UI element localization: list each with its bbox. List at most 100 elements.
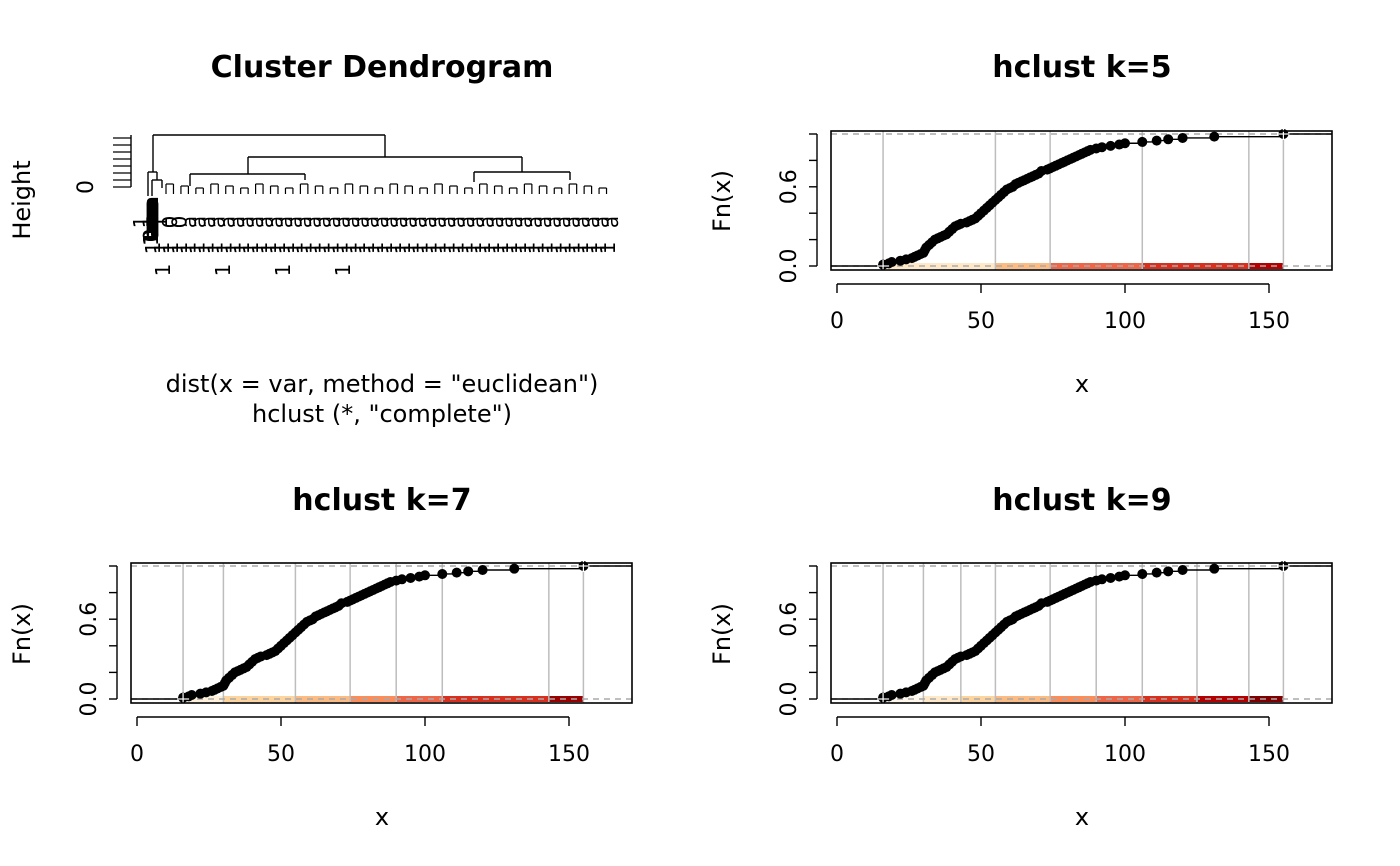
dendrogram-leaf-label: a — [330, 216, 354, 228]
dendrogram-leaf-label: 1 — [311, 242, 335, 255]
dendrogram-leaf-label: a — [359, 216, 383, 228]
panel-k7-plot: 0 50 100 150 0.0 0.6 — [77, 560, 633, 767]
panel-k5-x-label: x — [1075, 370, 1089, 398]
dendrogram-leaf-label: a — [589, 216, 613, 228]
dendrogram-leaf-label: a — [465, 216, 489, 228]
y-tick-label: 0.6 — [77, 602, 102, 637]
x-tick-label: 150 — [1248, 309, 1290, 334]
dendrogram-leaf-label: 1 — [587, 242, 611, 255]
dendrogram-leaf-label: 1 — [177, 242, 201, 255]
dendrogram-leaf-label: 1 — [221, 242, 245, 255]
ecdf-point — [1151, 135, 1162, 146]
dendrogram-leaf-label: 1 — [319, 242, 343, 255]
plot-frame — [130, 562, 633, 704]
dendrogram-leaf-label: 1 — [148, 216, 172, 229]
ecdf-point — [1137, 136, 1148, 147]
dendrogram-leaf-label: a — [225, 216, 249, 228]
dendrogram-leaf-label: a — [446, 216, 470, 228]
y-tick-label: 0.0 — [777, 682, 802, 717]
ecdf-point — [1151, 567, 1162, 578]
ecdf-point — [1120, 570, 1130, 581]
dendrogram-leaf-label: a — [561, 216, 585, 228]
dendrogram-leaf-label: 0 — [158, 216, 182, 229]
dendrogram-leaf-label: 1 — [284, 242, 308, 255]
panel-k7-y-label: Fn(x) — [8, 603, 36, 665]
dendrogram-leaf-label: a — [513, 216, 537, 228]
dendrogram-leaf-label: 1 — [257, 242, 281, 255]
dendrogram-leaf-label: 1 — [382, 242, 406, 255]
dendrogram-leaf-label: 1 — [346, 242, 370, 255]
dendrogram-leaf-label: a — [321, 216, 345, 228]
dendrogram-leaf-label: a — [244, 216, 268, 228]
dendrogram-leaf-label: a — [302, 216, 326, 228]
panel-k9-x-label: x — [1075, 803, 1089, 831]
dendrogram-leaf-label: 1 — [266, 242, 290, 255]
dendrogram-leaf-label: a — [350, 216, 374, 228]
ecdf-point — [1137, 568, 1148, 579]
dendrogram-leaf-label: 1 — [159, 242, 183, 255]
dendrogram-leaf-label: 1 — [534, 242, 558, 255]
dendrogram-leaf-label: 1 — [355, 242, 379, 255]
class-interval-bar — [883, 263, 996, 269]
dendrogram-leaf-label: 1 — [212, 242, 236, 255]
panel-k7-title: hclust k=7 — [292, 483, 471, 518]
ecdf-point — [420, 570, 430, 581]
dendrogram-leaf-label: a — [283, 216, 307, 228]
dendrogram-y-tick-label: 0 — [74, 180, 99, 194]
x-tick-label: 100 — [1104, 309, 1146, 334]
ecdf-point — [186, 690, 197, 701]
dendrogram-leaf-label: 1 — [364, 242, 388, 255]
dendrogram-leaf-label: a — [503, 216, 527, 228]
dendrogram-leaf-label: 1 — [444, 242, 468, 255]
ecdf-point — [509, 563, 520, 574]
dendrogram-leaf-label: 1 — [337, 242, 361, 255]
dendrogram-leaf-label: a — [254, 216, 278, 228]
ecdf-point — [1177, 132, 1188, 143]
dendrogram-leaf-label: 1 — [578, 242, 602, 255]
dendrogram-leaf-label: 1 — [328, 242, 352, 255]
dendrogram-leaf-label: a — [532, 216, 556, 228]
panel-k5-title: hclust k=5 — [992, 50, 1171, 85]
dendrogram-leaf-label: 1 — [507, 242, 531, 255]
dendrogram-y-ticks — [113, 137, 131, 188]
dendrogram-leaf-label: 1 — [471, 242, 495, 255]
plot-frame — [830, 562, 1333, 704]
dendrogram-small-merges — [165, 183, 608, 194]
dendrogram-title: Cluster Dendrogram — [211, 50, 554, 85]
dendrogram-leaf-label: a — [196, 216, 220, 228]
ecdf-point — [451, 567, 462, 578]
y-tick-label: 0.6 — [777, 602, 802, 637]
dendrogram-leaf-label: 1 — [275, 242, 299, 255]
dendrogram-leaf-label: a — [311, 216, 335, 228]
ecdf-point — [1209, 131, 1220, 142]
plot-frame — [830, 130, 1333, 271]
dendrogram-sub-line1: dist(x = var, method = "euclidean") — [166, 370, 599, 398]
x-tick-label: 100 — [1104, 742, 1146, 767]
dendrogram-leaf-label: 1 — [596, 242, 620, 255]
y-tick-label: 0.0 — [777, 249, 802, 284]
dendrogram-leaf-label: 1 — [204, 242, 228, 255]
dendrogram-leaf-label: 1 — [569, 242, 593, 255]
class-interval-bar — [183, 696, 224, 702]
dendrogram-leaf-label: 1 — [498, 242, 522, 255]
dendrogram-leaf-label: 1 — [373, 242, 397, 255]
dendrogram-leaf-label: 1 — [239, 242, 263, 255]
dendrogram-sub-line2: hclust (*, "complete") — [252, 400, 512, 428]
dendrogram-leaf-label: 1 — [129, 216, 153, 229]
dendrogram-leaf-label: a — [378, 216, 402, 228]
dendrogram-leaf-label: a — [369, 216, 393, 228]
x-tick-label: 0 — [130, 742, 144, 767]
dendrogram-leaf-label: a — [273, 216, 297, 228]
x-tick-label: 150 — [1248, 742, 1290, 767]
dendrogram-leaf-label: a — [292, 216, 316, 228]
x-tick-label: 50 — [967, 742, 995, 767]
x-tick-label: 50 — [967, 309, 995, 334]
panel-k7-x-label: x — [375, 803, 389, 831]
x-tick-label: 50 — [267, 742, 295, 767]
dendrogram-leaf-label: a — [436, 216, 460, 228]
ecdf-point — [1177, 564, 1188, 575]
panel-k9-title: hclust k=9 — [992, 483, 1171, 518]
dendrogram-leaf-label: 1 — [525, 242, 549, 255]
dendrogram-leaf-label: 1 — [151, 264, 175, 277]
panel-k9-y-label: Fn(x) — [708, 603, 736, 665]
